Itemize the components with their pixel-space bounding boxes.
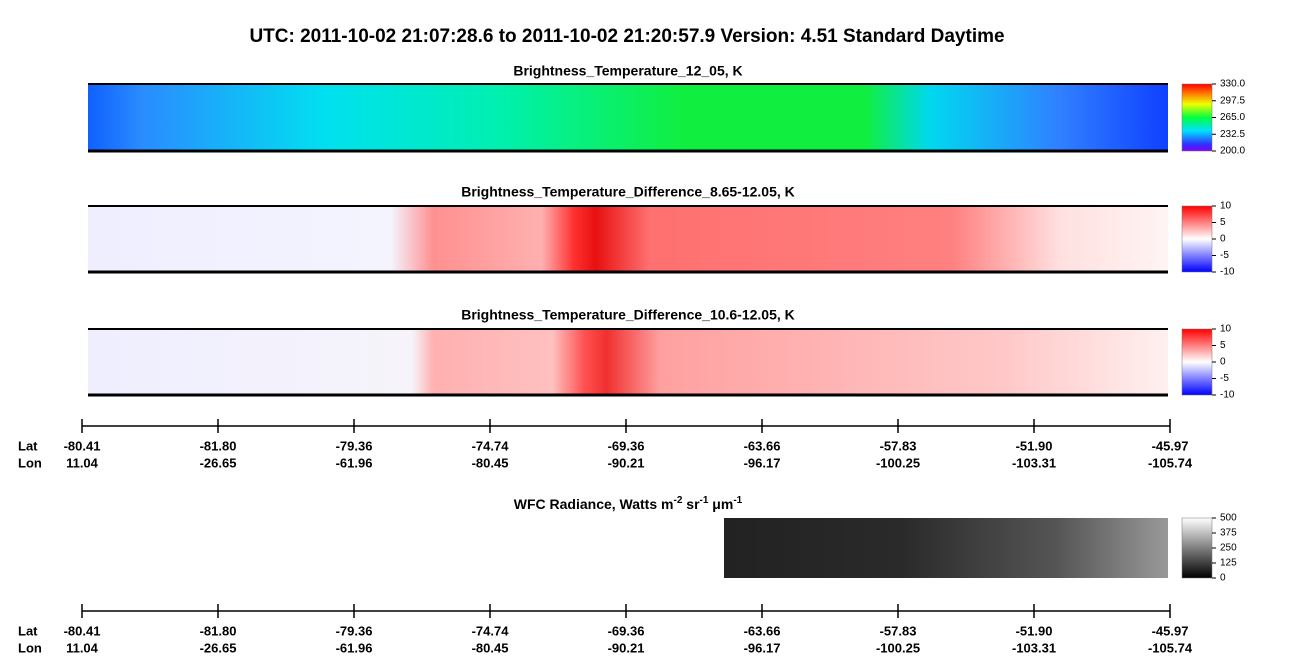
- lon-label: Lon: [18, 455, 42, 470]
- lat-tick-label: -81.80: [200, 623, 237, 638]
- panel-title: Brightness_Temperature_Difference_10.6-1…: [461, 307, 795, 323]
- lat-tick-label: -79.36: [336, 623, 373, 638]
- lon-tick-label: -90.21: [608, 640, 645, 655]
- lat-tick-label: -45.97: [1152, 438, 1189, 453]
- colorbar-tick-label: 0: [1220, 234, 1226, 245]
- lon-tick-label: -96.17: [744, 455, 781, 470]
- lon-tick-label: -61.96: [336, 455, 373, 470]
- lat-tick-label: -74.74: [472, 438, 510, 453]
- colorbar-tick-label: 0: [1220, 357, 1226, 368]
- lat-tick-label: -51.90: [1016, 438, 1053, 453]
- panel-title: Brightness_Temperature_Difference_8.65-1…: [461, 184, 795, 200]
- lat-tick-label: -63.66: [744, 623, 781, 638]
- lon-tick-label: 11.04: [66, 455, 99, 470]
- colorbar: [1181, 205, 1213, 273]
- lon-tick-label: -26.65: [200, 455, 237, 470]
- colorbar-tick-label: 330.0: [1220, 79, 1245, 90]
- lat-tick-label: -74.74: [472, 623, 510, 638]
- title-part: -2: [673, 495, 682, 506]
- lon-tick-label: -61.96: [336, 640, 373, 655]
- lon-tick-label: -103.31: [1012, 640, 1056, 655]
- panel-title: Brightness_Temperature_12_05, K: [513, 63, 742, 79]
- title-part: -1: [733, 495, 742, 506]
- lon-tick-label: -105.74: [1148, 640, 1193, 655]
- title-part: μm: [708, 496, 733, 512]
- lat-tick-label: -80.41: [64, 438, 101, 453]
- lat-tick-label: -57.83: [880, 623, 917, 638]
- colorbar-tick-label: 10: [1220, 324, 1232, 335]
- colorbar-tick-label: 125: [1220, 558, 1237, 569]
- lon-tick-label: -96.17: [744, 640, 781, 655]
- image-strip: [724, 518, 1168, 578]
- colorbar-tick-label: -5: [1220, 373, 1229, 384]
- colorbar-tick-label: 5: [1220, 340, 1226, 351]
- lon-tick-label: -90.21: [608, 455, 645, 470]
- image-strip: [88, 329, 1168, 395]
- lon-tick-label: 11.04: [66, 640, 99, 655]
- colorbar-tick-label: -10: [1220, 267, 1235, 278]
- lat-tick-label: -80.41: [64, 623, 101, 638]
- lat-label: Lat: [18, 623, 38, 638]
- lat-tick-label: -51.90: [1016, 623, 1053, 638]
- lat-tick-label: -69.36: [608, 623, 645, 638]
- lon-label: Lon: [18, 640, 42, 655]
- colorbar-tick-label: 250: [1220, 543, 1237, 554]
- lat-tick-label: -79.36: [336, 438, 373, 453]
- lat-label: Lat: [18, 438, 38, 453]
- lat-tick-label: -63.66: [744, 438, 781, 453]
- colorbar-tick-label: 0: [1220, 573, 1226, 584]
- title-part: -1: [700, 495, 709, 506]
- lon-tick-label: -100.25: [876, 455, 920, 470]
- colorbar-tick-label: 375: [1220, 528, 1237, 539]
- lat-tick-label: -81.80: [200, 438, 237, 453]
- lon-tick-label: -80.45: [472, 640, 509, 655]
- lon-tick-label: -103.31: [1012, 455, 1056, 470]
- colorbar: [1181, 83, 1213, 152]
- lat-tick-label: -45.97: [1152, 623, 1189, 638]
- image-strip: [88, 206, 1168, 272]
- lat-tick-label: -69.36: [608, 438, 645, 453]
- colorbar-tick-label: -10: [1220, 390, 1235, 401]
- lat-tick-label: -57.83: [880, 438, 917, 453]
- lon-tick-label: -100.25: [876, 640, 920, 655]
- page-title: UTC: 2011-10-02 21:07:28.6 to 2011-10-02…: [249, 26, 1004, 47]
- colorbar-tick-label: 10: [1220, 201, 1232, 212]
- panel-title: WFC Radiance, Watts m-2 sr-1 μm-1: [514, 495, 743, 512]
- title-part: WFC Radiance, Watts m: [514, 496, 674, 512]
- lon-tick-label: -80.45: [472, 455, 509, 470]
- image-strip: [88, 84, 1168, 151]
- colorbar-tick-label: 297.5: [1220, 95, 1245, 106]
- colorbar: [1181, 517, 1213, 579]
- colorbar-tick-label: 200.0: [1220, 146, 1245, 157]
- lon-tick-label: -105.74: [1148, 455, 1193, 470]
- colorbar-tick-label: 232.5: [1220, 129, 1245, 140]
- colorbar-tick-label: 5: [1220, 217, 1226, 228]
- colorbar-tick-label: 500: [1220, 513, 1237, 524]
- colorbar-tick-label: 265.0: [1220, 112, 1245, 123]
- colorbar-tick-label: -5: [1220, 250, 1229, 261]
- title-part: sr: [682, 496, 700, 512]
- colorbar: [1181, 328, 1213, 396]
- lon-tick-label: -26.65: [200, 640, 237, 655]
